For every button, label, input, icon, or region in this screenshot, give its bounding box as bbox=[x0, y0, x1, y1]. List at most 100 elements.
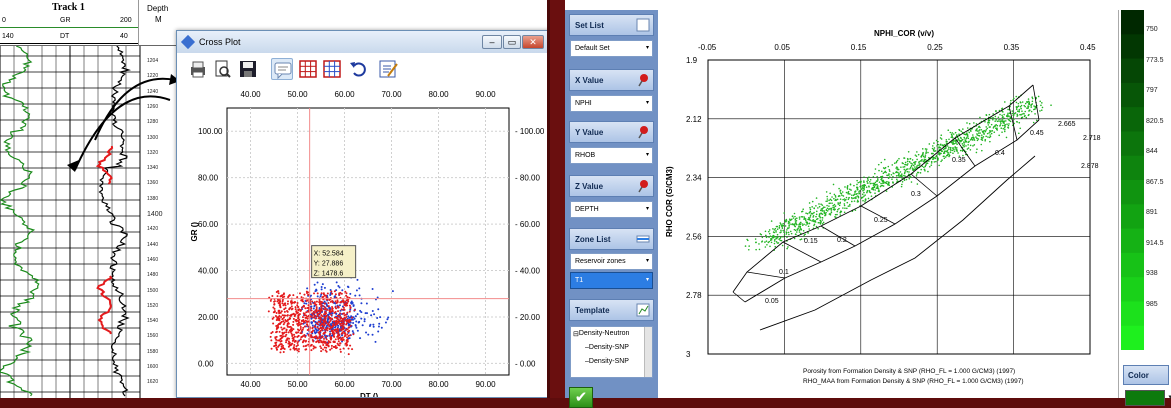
minimize-button[interactable]: – bbox=[482, 35, 502, 49]
scatter-point-red bbox=[341, 299, 344, 302]
zone-highlight-curve bbox=[96, 275, 113, 335]
color-swatch[interactable]: ▾ bbox=[1125, 390, 1171, 406]
crossplot-window[interactable]: Cross Plot – ▭ ✕ bbox=[176, 30, 549, 398]
y-value-select[interactable]: RHOB ▾ bbox=[570, 147, 653, 164]
scatter-point-blue bbox=[338, 304, 341, 307]
scatter-point-red bbox=[302, 305, 305, 308]
scatter-point-red bbox=[345, 318, 348, 321]
scatter-point bbox=[987, 136, 989, 138]
scatter-point-red bbox=[271, 317, 274, 320]
z-value-select[interactable]: DEPTH ▾ bbox=[570, 201, 653, 218]
scatter-point-red bbox=[281, 328, 284, 331]
chart-annotation-label: 0.4 bbox=[995, 150, 1005, 157]
scatter-point bbox=[994, 115, 997, 118]
scatter-point bbox=[937, 140, 939, 143]
chart-annotation-label: 0.2 bbox=[837, 237, 847, 244]
scatter-point bbox=[981, 149, 983, 152]
scatter-point bbox=[927, 151, 929, 154]
annotation-icon[interactable] bbox=[271, 58, 293, 80]
undo-icon[interactable] bbox=[347, 58, 369, 80]
scatter-point-red bbox=[313, 292, 316, 295]
scatter-point-red bbox=[283, 331, 286, 334]
scatter-point-blue bbox=[349, 308, 352, 311]
x-value-select[interactable]: NPHI ▾ bbox=[570, 95, 653, 112]
scatter-point bbox=[906, 164, 908, 166]
scatter-point bbox=[992, 113, 994, 115]
scatter-point bbox=[1024, 114, 1026, 117]
pin-icon[interactable] bbox=[636, 179, 650, 193]
scatter-point-red bbox=[347, 335, 350, 338]
depth-tick-label: 1440 bbox=[147, 241, 159, 248]
scatter-point-red bbox=[339, 301, 342, 304]
scatter-point bbox=[924, 158, 927, 161]
grid-blue-icon[interactable] bbox=[321, 58, 343, 80]
print-icon[interactable] bbox=[187, 58, 209, 80]
chart-icon[interactable] bbox=[636, 303, 650, 317]
pin-icon[interactable] bbox=[636, 73, 650, 87]
scatter-point bbox=[845, 191, 848, 194]
scatter-point bbox=[807, 232, 809, 234]
scatter-point bbox=[1021, 116, 1024, 119]
scatter-point bbox=[843, 203, 846, 205]
scatter-point bbox=[770, 238, 772, 240]
set-list-label: Set List bbox=[575, 21, 604, 30]
template-tree[interactable]: ⊟ Density-Neutron – Density-SNP – Densit… bbox=[570, 326, 653, 378]
zone-icon[interactable] bbox=[636, 232, 650, 246]
scatter-point-red bbox=[281, 336, 284, 339]
scatter-point bbox=[921, 148, 924, 150]
crossplot-chart[interactable]: 40.0040.0050.0050.0060.0060.0070.0070.00… bbox=[177, 83, 549, 397]
x-tick-label: 80.00 bbox=[429, 380, 450, 389]
scatter-point bbox=[858, 192, 860, 195]
tree-scrollbar[interactable] bbox=[644, 327, 652, 377]
scatter-point bbox=[947, 151, 949, 154]
scatter-point bbox=[910, 164, 913, 167]
scatter-point-red bbox=[331, 317, 334, 320]
scatter-point-red bbox=[281, 332, 284, 335]
tree-item[interactable]: – Density-SNP bbox=[585, 358, 629, 365]
scatter-point bbox=[1007, 124, 1010, 127]
scatter-point-red bbox=[334, 338, 337, 341]
chevron-down-icon: ▾ bbox=[645, 100, 649, 106]
scatter-point-red bbox=[271, 295, 274, 298]
tree-item[interactable]: ⊟ Density-Neutron bbox=[573, 330, 630, 338]
scatter-point-red bbox=[291, 337, 294, 340]
scatter-point bbox=[939, 144, 942, 146]
pin-icon[interactable] bbox=[636, 125, 650, 139]
list-icon[interactable] bbox=[636, 18, 650, 32]
zone-select[interactable]: T1 ▾ bbox=[570, 272, 653, 289]
scatter-point-blue bbox=[319, 295, 322, 298]
scatter-point-red bbox=[280, 326, 283, 329]
scatter-point-red bbox=[282, 351, 285, 354]
scatter-point-red bbox=[320, 350, 323, 353]
scatter-point-red bbox=[299, 325, 302, 328]
scatter-point bbox=[860, 188, 863, 190]
zone-list-select[interactable]: Reservoir zones ▾ bbox=[570, 253, 653, 270]
grid-red-icon[interactable] bbox=[297, 58, 319, 80]
scatter-point bbox=[898, 172, 900, 175]
crossplot-titlebar[interactable]: Cross Plot – ▭ ✕ bbox=[177, 31, 547, 53]
edit-icon[interactable] bbox=[377, 58, 399, 80]
density-neutron-plot[interactable]: NPHI_COR (v/v) -0.05 0.05 0.15 0.25 0.35 0.45 1… bbox=[658, 10, 1118, 408]
scatter-point bbox=[781, 224, 784, 227]
color-scale-label: 914.5 bbox=[1146, 239, 1164, 247]
tree-item[interactable]: – Density-SNP bbox=[585, 344, 629, 351]
scatter-point bbox=[787, 227, 789, 230]
scatter-point bbox=[799, 223, 802, 226]
set-list-select[interactable]: Default Set ▾ bbox=[570, 40, 653, 57]
color-scale-step bbox=[1121, 34, 1144, 60]
scatter-point bbox=[963, 136, 965, 139]
y-tick-label-right: - 40.00 bbox=[515, 267, 540, 276]
density-neutron-chart[interactable]: NPHI_COR (v/v)-0.05 0.05 0.15 0.25 0.35 0.451… bbox=[658, 10, 1118, 408]
scatter-point bbox=[836, 213, 838, 216]
scatter-point bbox=[984, 139, 986, 142]
scatter-point bbox=[1011, 112, 1014, 115]
scatter-point-blue bbox=[378, 322, 381, 325]
set-list-value: Default Set bbox=[575, 45, 610, 52]
close-button[interactable]: ✕ bbox=[522, 35, 544, 49]
scatter-point bbox=[964, 139, 966, 141]
restore-button[interactable]: ▭ bbox=[503, 35, 521, 49]
save-icon[interactable] bbox=[237, 58, 259, 80]
print-preview-icon[interactable] bbox=[211, 58, 233, 80]
scatter-point bbox=[898, 157, 900, 160]
scatter-point bbox=[826, 207, 829, 210]
